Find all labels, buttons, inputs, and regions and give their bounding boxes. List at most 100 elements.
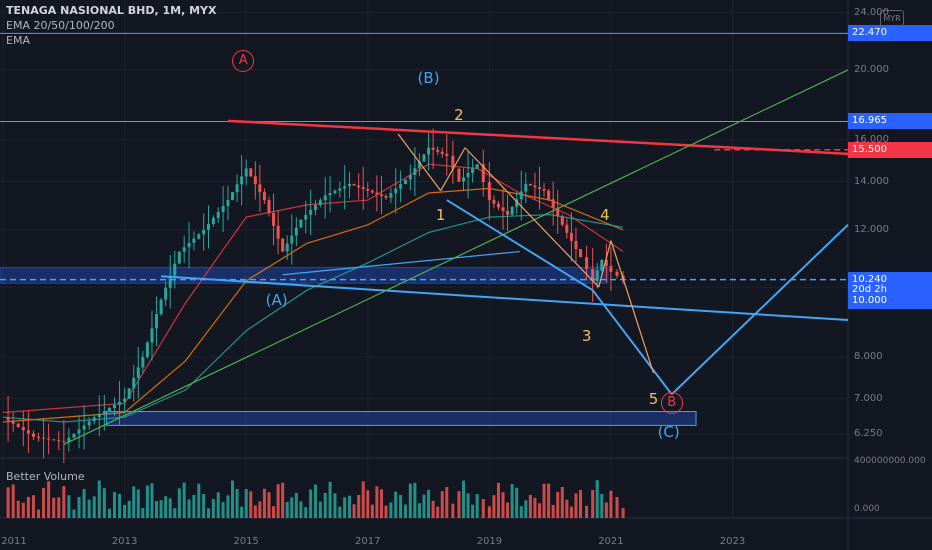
candle-body bbox=[528, 183, 532, 186]
wave-label[interactable]: B bbox=[660, 392, 683, 415]
candle-body bbox=[519, 191, 523, 200]
volume-bar bbox=[506, 502, 510, 518]
volume-bar bbox=[216, 492, 220, 518]
candle-body bbox=[375, 192, 379, 195]
candle-body bbox=[16, 423, 20, 428]
candle-body bbox=[366, 189, 370, 191]
price-level-label[interactable]: 22.470 bbox=[848, 25, 932, 42]
volume-bar bbox=[57, 497, 61, 518]
volume-bar bbox=[112, 492, 117, 518]
candle-body bbox=[431, 147, 435, 150]
volume-bar bbox=[173, 508, 177, 518]
volume-bar bbox=[547, 483, 551, 518]
wave-label[interactable]: 5 bbox=[648, 389, 659, 408]
volume-bar bbox=[136, 489, 140, 518]
support-zone bbox=[0, 266, 609, 284]
volume-bar bbox=[155, 501, 159, 518]
ema-line bbox=[2, 163, 624, 414]
candle-body bbox=[595, 270, 599, 281]
candle-body bbox=[258, 184, 262, 193]
candle-body bbox=[309, 209, 313, 215]
volume-bar bbox=[609, 490, 613, 518]
volume-bar bbox=[436, 506, 440, 518]
volume-bar bbox=[77, 496, 81, 518]
wave-label[interactable]: (C) bbox=[657, 422, 680, 441]
ema-legend[interactable]: EMA 20/50/100/200 bbox=[6, 19, 115, 32]
volume-bar bbox=[253, 505, 257, 518]
volume-bar bbox=[31, 495, 35, 518]
wave-label[interactable]: 4 bbox=[600, 205, 610, 224]
volume-bar bbox=[343, 497, 347, 518]
candle-body bbox=[262, 192, 266, 201]
wave-label[interactable]: (B) bbox=[417, 68, 440, 87]
wave-label[interactable]: 2 bbox=[454, 106, 464, 125]
volume-bar bbox=[595, 480, 599, 518]
target-zone bbox=[105, 411, 697, 426]
price-level-label[interactable]: 10.000 bbox=[848, 293, 932, 310]
volume-bar bbox=[21, 502, 25, 518]
candle-body bbox=[281, 238, 285, 252]
volume-bar bbox=[352, 504, 356, 518]
drawing-lines bbox=[0, 32, 849, 446]
volume-bar bbox=[604, 502, 608, 518]
wave-label[interactable]: 1 bbox=[435, 205, 446, 224]
volume-bar bbox=[118, 493, 122, 518]
candle-body bbox=[276, 225, 280, 239]
volume-bar bbox=[141, 508, 145, 518]
volume-bar bbox=[621, 507, 625, 518]
candle-body bbox=[168, 275, 172, 288]
volume-bar bbox=[384, 505, 388, 518]
volume-bar bbox=[168, 498, 172, 518]
candle-body bbox=[21, 427, 25, 431]
wave-line bbox=[591, 289, 673, 395]
candle-body bbox=[107, 407, 111, 412]
price-tick: 24.000 bbox=[854, 6, 889, 18]
volume-bar bbox=[492, 495, 496, 518]
volume-tick: 0.000 bbox=[854, 504, 880, 514]
candle-body bbox=[6, 417, 10, 421]
candle-body bbox=[294, 227, 298, 236]
candle-body bbox=[145, 342, 149, 357]
volume-bar bbox=[309, 489, 313, 518]
candle-body bbox=[510, 206, 514, 215]
candle-body bbox=[487, 182, 491, 201]
candle-body bbox=[533, 185, 537, 188]
wave-label[interactable]: A bbox=[232, 49, 255, 72]
candle-body bbox=[272, 212, 276, 226]
volume-bar bbox=[445, 487, 449, 518]
volume-bar bbox=[466, 493, 470, 518]
ema-line bbox=[2, 187, 624, 423]
candle-body bbox=[461, 177, 466, 182]
candle-body bbox=[211, 217, 215, 224]
candle-body bbox=[408, 174, 412, 180]
ema-legend-2[interactable]: EMA bbox=[6, 34, 30, 47]
volume-bar bbox=[471, 504, 475, 518]
volume-bar bbox=[524, 500, 528, 518]
candle-body bbox=[560, 216, 564, 225]
candle-body bbox=[164, 287, 168, 300]
volume-legend[interactable]: Better Volume bbox=[6, 470, 85, 483]
price-level-label[interactable]: 15.500 bbox=[848, 141, 932, 158]
wave-label[interactable]: (A) bbox=[265, 290, 288, 309]
candle-body bbox=[11, 420, 15, 424]
volume-bar bbox=[36, 509, 41, 518]
wave-label[interactable]: 3 bbox=[581, 327, 592, 346]
candle-body bbox=[177, 251, 181, 264]
time-tick: 2015 bbox=[233, 536, 259, 547]
candle-body bbox=[403, 179, 407, 185]
price-level-label[interactable]: 16.965 bbox=[848, 113, 932, 130]
candle-body bbox=[609, 265, 613, 272]
price-candles bbox=[6, 128, 625, 464]
volume-bar bbox=[413, 482, 417, 518]
candle-body bbox=[574, 240, 578, 250]
impulse-line bbox=[397, 133, 442, 192]
candle-body bbox=[569, 232, 573, 241]
candle-body bbox=[253, 176, 257, 185]
volume-bar bbox=[276, 484, 280, 518]
candle-body bbox=[492, 200, 496, 204]
candle-body bbox=[197, 234, 201, 239]
volume-bar bbox=[591, 490, 595, 518]
symbol-title: TENAGA NASIONAL BHD, 1M, MYX bbox=[6, 4, 217, 17]
volume-bar bbox=[333, 493, 337, 518]
